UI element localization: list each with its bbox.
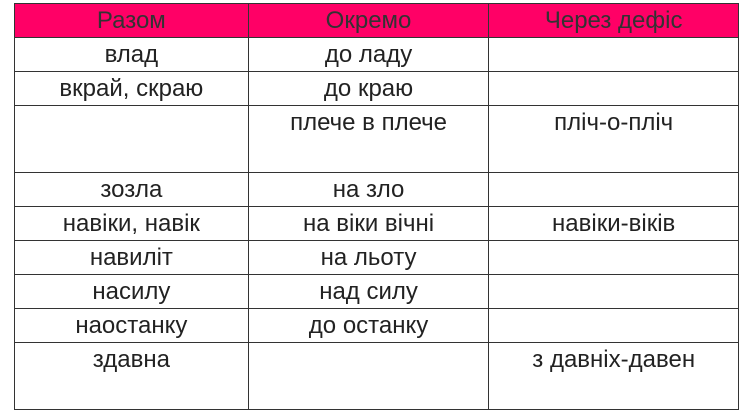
cell-hyphen bbox=[488, 274, 739, 309]
header-row: Разом Окремо Через дефіс bbox=[14, 3, 739, 38]
table-row: влад до ладу bbox=[14, 37, 739, 72]
header-hyphen: Через дефіс bbox=[488, 3, 739, 38]
table-row: здавна з давніх-давен bbox=[14, 342, 739, 410]
cell-together: зозла bbox=[14, 172, 249, 207]
cell-hyphen: з давніх-давен bbox=[488, 342, 739, 410]
cell-separate: до останку bbox=[247, 308, 490, 343]
cell-together: навиліт bbox=[14, 240, 249, 275]
cell-separate: до краю bbox=[247, 71, 490, 106]
cell-together: навіки, навік bbox=[14, 206, 249, 241]
cell-together: влад bbox=[14, 37, 249, 72]
table-row: насилу над силу bbox=[14, 274, 739, 309]
header-separate: Окремо bbox=[247, 3, 490, 38]
cell-separate: на зло bbox=[247, 172, 490, 207]
cell-separate: на льоту bbox=[247, 240, 490, 275]
spelling-table: Разом Окремо Через дефіс влад до ладу вкра… bbox=[14, 3, 739, 410]
cell-hyphen bbox=[488, 172, 739, 207]
cell-together bbox=[14, 105, 249, 173]
cell-separate: на віки вічні bbox=[247, 206, 490, 241]
cell-hyphen: навіки-віків bbox=[488, 206, 739, 241]
table-row: наостанку до останку bbox=[14, 308, 739, 343]
cell-together: здавна bbox=[14, 342, 249, 410]
cell-hyphen: пліч-о-пліч bbox=[488, 105, 739, 173]
cell-hyphen bbox=[488, 71, 739, 106]
cell-together: вкрай, скраю bbox=[14, 71, 249, 106]
cell-hyphen bbox=[488, 240, 739, 275]
table-row: плече в плече пліч-о-пліч bbox=[14, 105, 739, 173]
header-together: Разом bbox=[14, 3, 249, 38]
cell-separate: плече в плече bbox=[247, 105, 490, 173]
table-row: вкрай, скраю до краю bbox=[14, 71, 739, 106]
cell-together: насилу bbox=[14, 274, 249, 309]
table-row: зозла на зло bbox=[14, 172, 739, 207]
cell-separate: до ладу bbox=[247, 37, 490, 72]
table-row: навіки, навік на віки вічні навіки-віків bbox=[14, 206, 739, 241]
cell-hyphen bbox=[488, 37, 739, 72]
cell-hyphen bbox=[488, 308, 739, 343]
cell-separate: над силу bbox=[247, 274, 490, 309]
table-row: навиліт на льоту bbox=[14, 240, 739, 275]
cell-together: наостанку bbox=[14, 308, 249, 343]
cell-separate bbox=[247, 342, 490, 410]
